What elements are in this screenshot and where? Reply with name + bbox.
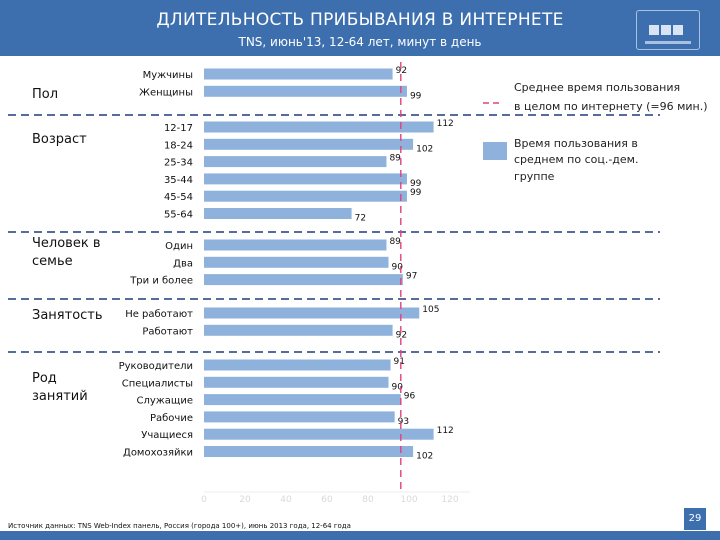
tns-logo-icon xyxy=(636,10,700,50)
category-label: Два xyxy=(173,258,193,269)
bar xyxy=(204,156,387,168)
value-label: 91 xyxy=(394,357,405,367)
bar xyxy=(204,256,389,268)
value-label: 99 xyxy=(410,91,422,101)
value-label: 90 xyxy=(392,262,404,272)
bar xyxy=(204,173,407,185)
bar xyxy=(204,121,434,133)
legend-reference-label: в целом по интернету (=96 мин.) xyxy=(514,100,708,113)
legend-bar-label: среднем по соц.-дем. xyxy=(514,153,638,166)
bar xyxy=(204,307,420,319)
category-label: Рабочие xyxy=(150,413,193,424)
page-subtitle: TNS, июнь'13, 12-64 лет, минут в день xyxy=(238,35,482,49)
x-tick-label: 100 xyxy=(400,495,417,505)
bar xyxy=(204,411,395,423)
group-label: Занятость xyxy=(32,308,103,323)
value-label: 96 xyxy=(404,392,416,402)
category-label: 55-64 xyxy=(164,210,193,221)
category-label: Руководители xyxy=(119,361,193,372)
bar xyxy=(204,324,393,336)
bar xyxy=(204,394,401,406)
value-label: 97 xyxy=(406,272,417,282)
value-label: 112 xyxy=(437,426,454,436)
value-label: 93 xyxy=(398,417,409,427)
category-label: 12-17 xyxy=(164,123,193,134)
value-label: 72 xyxy=(355,214,366,224)
legend-bar-swatch xyxy=(483,142,507,160)
bar-chart: Пол Мужчины 92 Женщины 99 Возраст 12-17 112 18-2… xyxy=(8,62,708,505)
source-note: Источник данных: TNS Web-Index панель, Р… xyxy=(8,522,351,530)
bar xyxy=(204,208,352,219)
category-label: Домохозяйки xyxy=(123,448,193,459)
group-label: Человек в семье xyxy=(32,236,100,269)
bar xyxy=(204,428,434,440)
value-label: 102 xyxy=(416,452,433,462)
legend-reference-label: Среднее время пользования xyxy=(514,81,680,94)
group-label: Пол xyxy=(32,87,58,102)
legend-bar-label: группе xyxy=(514,170,555,183)
x-tick-label: 40 xyxy=(280,495,292,505)
page-number: 29 xyxy=(684,508,706,530)
x-tick-label: 120 xyxy=(441,495,458,505)
x-tick-label: 60 xyxy=(321,495,333,505)
bar xyxy=(204,239,387,251)
value-label: 112 xyxy=(437,119,454,129)
category-label: 45-54 xyxy=(164,192,193,203)
value-label: 92 xyxy=(396,66,407,76)
value-label: 99 xyxy=(410,179,422,189)
category-label: Учащиеся xyxy=(141,430,193,441)
category-label: Женщины xyxy=(139,87,193,98)
x-tick-label: 20 xyxy=(239,495,251,505)
page-title: ДЛИТЕЛЬНОСТЬ ПРИБЫВАНИЯ В ИНТЕРНЕТЕ xyxy=(156,10,564,30)
category-label: Мужчины xyxy=(143,70,193,81)
x-tick-label: 80 xyxy=(362,495,374,505)
bar xyxy=(204,376,389,388)
bar xyxy=(204,190,407,202)
value-label: 89 xyxy=(389,154,401,164)
bar xyxy=(204,85,407,97)
bar xyxy=(204,274,403,286)
value-label: 102 xyxy=(416,144,433,154)
group-label: Возраст xyxy=(32,132,87,147)
value-label: 105 xyxy=(422,305,439,315)
bar xyxy=(204,68,393,80)
category-label: 25-34 xyxy=(164,158,193,169)
x-tick-label: 0 xyxy=(201,495,207,505)
category-label: 35-44 xyxy=(164,175,193,186)
bar xyxy=(204,446,414,457)
legend-bar-label: Время пользования в xyxy=(514,137,638,150)
category-label: Не работают xyxy=(125,309,193,320)
bar xyxy=(204,138,414,150)
value-label: 90 xyxy=(392,382,404,392)
category-label: Три и более xyxy=(129,276,193,287)
group-label: Род занятий xyxy=(32,371,88,404)
category-label: Специалисты xyxy=(122,378,193,389)
bar xyxy=(204,359,391,371)
category-label: Работают xyxy=(142,326,193,337)
value-label: 99 xyxy=(410,188,422,198)
category-label: Один xyxy=(165,241,193,252)
value-label: 92 xyxy=(396,330,407,340)
category-label: Служащие xyxy=(137,396,194,407)
category-label: 18-24 xyxy=(164,140,193,151)
header-banner: ДЛИТЕЛЬНОСТЬ ПРИБЫВАНИЯ В ИНТЕРНЕТЕ TNS,… xyxy=(0,0,720,56)
value-label: 89 xyxy=(389,237,401,247)
footer-band xyxy=(0,531,720,540)
